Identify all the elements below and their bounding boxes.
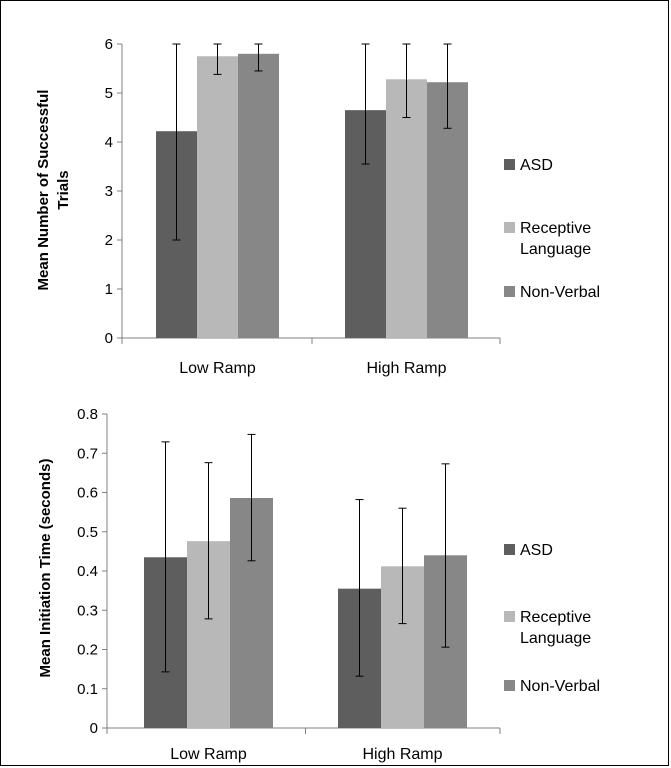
legend-label: ASD bbox=[520, 542, 553, 559]
y-axis-title-line: Mean Initiation Time (seconds) bbox=[37, 459, 54, 678]
y-tick-label: 0.5 bbox=[77, 524, 98, 541]
y-tick-label: 0.1 bbox=[77, 681, 98, 698]
chart-panel-1: 0 1 2 3 4 5 6 Low Ramp High Ramp Mean Number of S… bbox=[35, 36, 600, 377]
y-tick-label: 3 bbox=[105, 183, 113, 200]
legend-label-line: Language bbox=[520, 630, 591, 647]
y-tick-label: 1 bbox=[105, 281, 113, 298]
legend-label: Receptive Language bbox=[520, 220, 591, 258]
y-tick-label: 2 bbox=[105, 232, 113, 249]
x-category-label: Low Ramp bbox=[179, 360, 256, 377]
y-tick-label: 0.4 bbox=[77, 563, 98, 580]
legend-label-line: ASD bbox=[520, 157, 553, 174]
legend-label-line: Receptive bbox=[520, 220, 591, 237]
y-tick-label: 0.8 bbox=[77, 406, 98, 423]
legend-swatch bbox=[504, 544, 515, 555]
y-tick-label: 0.6 bbox=[77, 485, 98, 502]
legend-label-line: Non-Verbal bbox=[520, 678, 600, 695]
chart-panel-2: 0 0.1 0.2 0.3 0.4 0.5 0.6 0.7 0.8 Low Ramp High Ra… bbox=[37, 406, 600, 763]
legend-label-line: ASD bbox=[520, 542, 553, 559]
y-tick-label: 0.2 bbox=[77, 642, 98, 659]
legend-label: Receptive Language bbox=[520, 609, 591, 647]
legend-label: ASD bbox=[520, 157, 553, 174]
y-tick-label: 0.7 bbox=[77, 445, 98, 462]
legend-swatch bbox=[504, 611, 515, 622]
x-category-label: High Ramp bbox=[362, 746, 442, 763]
y-axis-title: Mean Initiation Time (seconds) bbox=[37, 459, 54, 678]
y-axis-title: Mean Number of Successful Trials bbox=[35, 90, 72, 291]
bar-non-verbal-low-ramp bbox=[238, 53, 279, 339]
legend-swatch bbox=[504, 222, 515, 233]
bar-receptive-language-high-ramp bbox=[386, 79, 427, 338]
y-tick-label: 4 bbox=[105, 134, 113, 151]
bar-receptive-language-low-ramp bbox=[197, 56, 238, 338]
legend-swatch bbox=[504, 286, 515, 297]
legend-label-line: Non-Verbal bbox=[520, 284, 600, 301]
legend-label-line: Receptive bbox=[520, 609, 591, 626]
x-category-label: Low Ramp bbox=[170, 746, 247, 763]
y-tick-label: 0 bbox=[90, 720, 98, 737]
x-category-label: High Ramp bbox=[366, 360, 446, 377]
legend-swatch bbox=[504, 680, 515, 691]
y-tick-label: 6 bbox=[105, 36, 113, 53]
y-tick-label: 0 bbox=[105, 330, 113, 347]
legend-label: Non-Verbal bbox=[520, 284, 600, 301]
y-axis-title-line: Trials bbox=[55, 170, 72, 209]
legend-label-line: Language bbox=[520, 241, 591, 258]
y-tick-label: 0.3 bbox=[77, 602, 98, 619]
y-tick-label: 5 bbox=[105, 85, 113, 102]
y-axis-title-line: Mean Number of Successful bbox=[35, 90, 52, 291]
legend-label: Non-Verbal bbox=[520, 678, 600, 695]
legend-swatch bbox=[504, 159, 515, 170]
